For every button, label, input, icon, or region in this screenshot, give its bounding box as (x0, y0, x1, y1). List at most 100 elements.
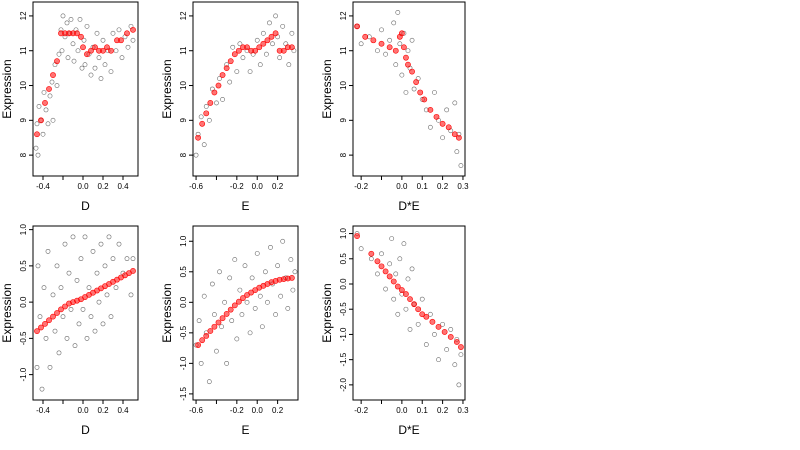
fitted-point (439, 120, 446, 127)
data-point (397, 256, 403, 262)
plot-frame (352, 225, 466, 401)
data-point (454, 149, 460, 155)
data-point (130, 37, 136, 43)
data-point (124, 256, 130, 262)
fitted-point (235, 298, 242, 305)
data-point (234, 336, 240, 342)
fitted-point (34, 131, 40, 138)
data-point (432, 332, 437, 337)
fitted-point (231, 302, 238, 309)
data-point (280, 23, 286, 29)
x-tick-label: 0.2 (272, 406, 284, 415)
x-tick-label: -0.4 (36, 182, 50, 191)
data-point (239, 312, 245, 317)
y-tick-label: -1.0 (339, 327, 348, 341)
data-point (84, 335, 90, 341)
data-point (458, 163, 464, 168)
x-tick-label: -0.2 (230, 406, 244, 415)
y-tick-label: -2.0 (339, 377, 348, 391)
data-point (113, 285, 119, 291)
data-point (37, 314, 43, 320)
fitted-point (370, 37, 377, 44)
y-tick-label: 12 (19, 11, 28, 20)
scatter-panel-1: -0.4 0.0 0.2 0.4 8 9 10 11 12 D Expression (0, 1, 139, 213)
fitted-point (215, 319, 222, 326)
data-point (273, 312, 278, 317)
fitted-point (88, 47, 94, 54)
data-point (227, 79, 233, 85)
fitted-point (419, 311, 426, 318)
fitted-point (458, 344, 464, 350)
data-point (116, 241, 122, 247)
fitted-point (211, 323, 218, 330)
data-point (94, 30, 100, 36)
fitted-point (386, 44, 393, 51)
data-point (389, 236, 395, 242)
y-tick-label: -1.0 (179, 356, 188, 370)
data-point (375, 48, 380, 54)
y-tick-label: 9 (19, 118, 28, 123)
fitted-point (445, 124, 452, 131)
data-point (214, 100, 219, 106)
data-point (34, 364, 40, 370)
fitted-point (130, 268, 136, 274)
data-point (50, 292, 56, 298)
data-point (383, 51, 388, 57)
data-point (64, 20, 70, 26)
fitted-point (453, 339, 460, 345)
y-tick-label: -0.5 (179, 325, 188, 339)
data-point (230, 44, 236, 50)
x-tick-label: -0.6 (189, 406, 203, 415)
data-point (227, 275, 233, 281)
data-point (128, 292, 134, 298)
data-point (237, 41, 243, 47)
fitted-point (199, 120, 206, 127)
fitted-point (441, 329, 448, 335)
data-point (201, 293, 207, 299)
data-point (458, 352, 464, 358)
data-point (399, 72, 405, 78)
y-tick-label: 12 (339, 11, 348, 20)
fitted-point (54, 310, 60, 316)
data-point (76, 321, 82, 327)
data-point (72, 343, 78, 349)
data-point (43, 107, 49, 113)
data-point (201, 142, 207, 148)
x-tick-label: 0.2 (272, 182, 284, 191)
data-point (252, 306, 258, 311)
data-point (70, 234, 76, 240)
x-tick-label: 0.0 (396, 182, 408, 191)
data-point (292, 269, 298, 275)
data-point (196, 318, 202, 324)
plot-frame (32, 225, 139, 401)
data-point (47, 93, 53, 99)
data-point (234, 69, 240, 74)
x-tick-label: 0.4 (117, 406, 129, 415)
x-axis-label: D (81, 423, 90, 437)
fitted-point (203, 332, 210, 339)
data-point (113, 48, 119, 54)
data-point (405, 48, 411, 54)
data-point (288, 257, 294, 262)
x-tick-label: 0.2 (97, 406, 109, 415)
data-point (375, 271, 380, 277)
x-tick-label: 0.0 (77, 406, 89, 415)
fitted-point (50, 72, 56, 78)
data-point (193, 152, 199, 158)
x-tick-label: -0.2 (230, 182, 244, 191)
x-tick-label: 0.4 (117, 182, 129, 191)
data-point (267, 20, 272, 26)
data-point (268, 244, 273, 250)
fitted-point (199, 337, 206, 344)
data-point (395, 311, 401, 317)
fitted-point (42, 100, 48, 106)
data-point (41, 90, 47, 95)
data-point (88, 72, 94, 78)
fitted-point (203, 110, 210, 117)
data-point (54, 263, 60, 269)
fitted-point (252, 47, 259, 54)
fitted-point (264, 37, 271, 44)
plot-frame (352, 1, 466, 177)
fitted-point (92, 44, 98, 51)
fitted-point (288, 274, 295, 281)
